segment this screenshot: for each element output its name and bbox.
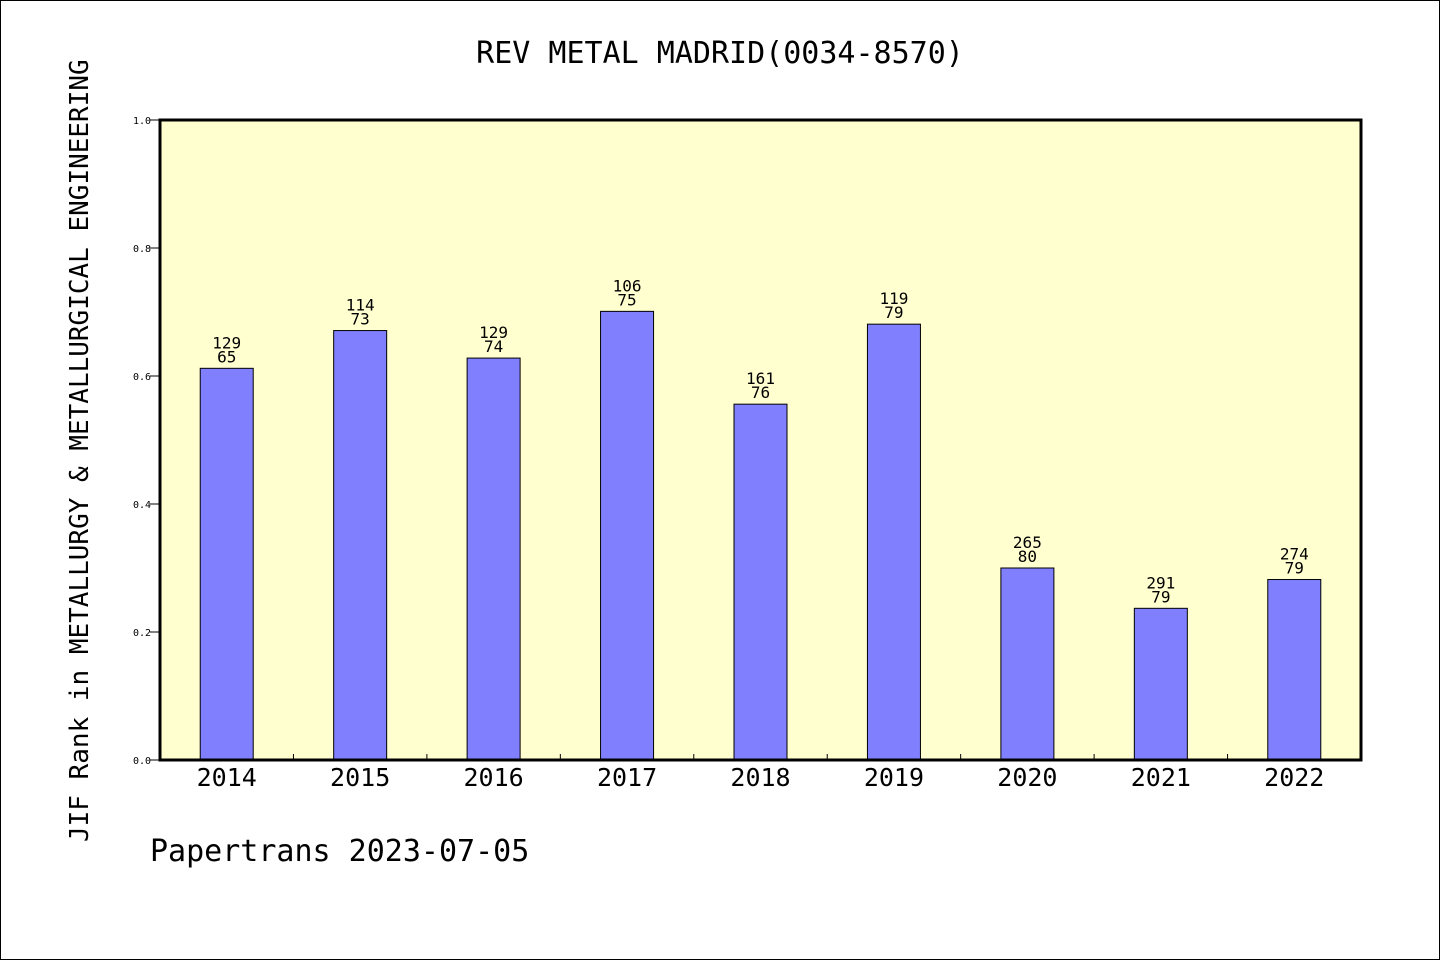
x-tick-label-2019: 2019 (864, 763, 924, 792)
bars: 1296511473129741067516176119792658029179… (199, 276, 1322, 761)
y-tick-label: 0.0 (133, 756, 151, 767)
bar-label-bottom-2020: 80 (1018, 547, 1037, 566)
bar-label-bottom-2017: 75 (617, 290, 636, 309)
bar-label-bottom-2015: 73 (351, 310, 370, 329)
bar-2018 (733, 403, 788, 761)
bar-label-bottom-2022: 79 (1285, 559, 1304, 578)
x-tick-label-2020: 2020 (997, 763, 1057, 792)
bar-label-bottom-2016: 74 (484, 337, 503, 356)
x-axis-ticks: 2014 2015 2016 2017 2018 2019 2020 2021 2022 (197, 754, 1324, 792)
bar-label-bottom-2014: 65 (217, 347, 236, 366)
bar-2014 (199, 367, 254, 761)
x-tick-label-2016: 2016 (464, 763, 524, 792)
bar-label-top-2014: 129 (212, 333, 241, 352)
y-tick-label: 0.6 (133, 372, 151, 383)
y-tick-label: 0.2 (133, 628, 151, 639)
bar-2019 (866, 323, 921, 761)
bar-2020 (1000, 567, 1055, 761)
bar-label-top-2016: 129 (479, 323, 508, 342)
x-tick-label-2014: 2014 (197, 763, 257, 792)
chart-title: REV METAL MADRID(0034-8570) (476, 36, 964, 71)
bar-label-top-2018: 161 (746, 369, 775, 388)
y-tick-label: 0.4 (133, 500, 151, 511)
bar-label-bottom-2018: 76 (751, 383, 770, 402)
bar-label-top-2017: 106 (613, 276, 642, 295)
footer-credit: Papertrans 2023-07-05 (150, 834, 530, 869)
bar-label-top-2021: 291 (1146, 573, 1175, 592)
bar-label-bottom-2021: 79 (1151, 587, 1170, 606)
y-tick-label: 1.0 (133, 116, 151, 127)
plot-border (158, 118, 1363, 762)
x-tick-label-2022: 2022 (1264, 763, 1324, 792)
x-tick-label-2018: 2018 (730, 763, 790, 792)
bar-2021 (1133, 607, 1188, 761)
x-tick-label-2021: 2021 (1131, 763, 1191, 792)
bar-2016 (466, 357, 521, 761)
x-tick-label-2015: 2015 (330, 763, 390, 792)
bar-2022 (1267, 579, 1322, 761)
bar-label-top-2019: 119 (879, 289, 908, 308)
bar-2015 (333, 330, 388, 761)
y-axis-ticks: 0.0 0.2 0.4 0.6 0.8 1.0 (133, 116, 160, 767)
bar-label-top-2015: 114 (346, 296, 375, 315)
bar-2017 (600, 310, 655, 761)
x-tick-label-2017: 2017 (597, 763, 657, 792)
bar-label-top-2020: 265 (1013, 533, 1042, 552)
y-tick-label: 0.8 (133, 244, 151, 255)
bar-label-top-2022: 274 (1280, 545, 1309, 564)
bar-label-bottom-2019: 79 (884, 303, 903, 322)
